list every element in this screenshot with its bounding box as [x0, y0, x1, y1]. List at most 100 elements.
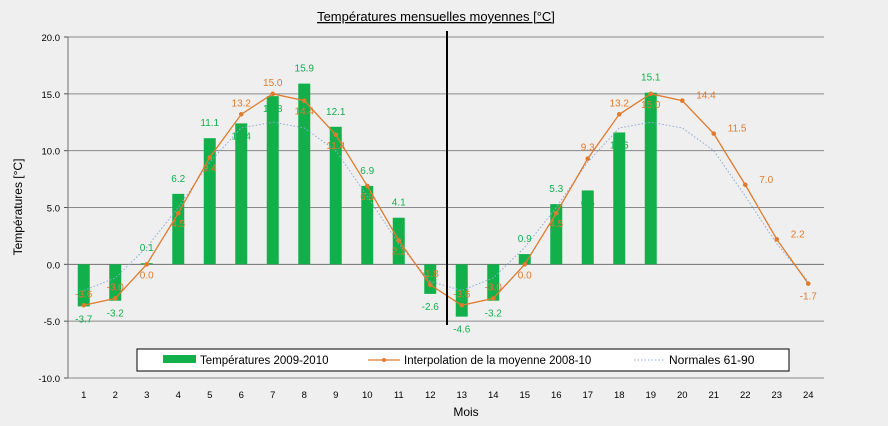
bar-value-label: 14.8 [263, 104, 283, 115]
bar [235, 123, 248, 265]
interp-point [805, 281, 811, 286]
interp-value-label: -1.8 [422, 269, 440, 280]
bar [203, 138, 216, 265]
interp-point [585, 156, 591, 161]
legend-swatch-bars [163, 355, 196, 363]
interp-point [301, 98, 307, 103]
y-tick-label: 5.0 [47, 204, 60, 215]
interp-point [427, 282, 433, 288]
x-tick-label: 21 [708, 390, 719, 401]
y-tick-label: 10.0 [42, 147, 61, 158]
x-tick-label: 19 [645, 390, 656, 401]
bar [581, 190, 594, 265]
x-tick-label: 14 [488, 390, 499, 401]
x-tick-label: 22 [740, 390, 751, 401]
x-tick-label: 11 [394, 390, 404, 401]
interp-point [742, 182, 748, 188]
bar-value-label: 11.1 [200, 118, 219, 129]
interp-point [774, 237, 780, 242]
bar-value-label: -2.6 [422, 302, 440, 313]
interp-point [490, 296, 496, 301]
interp-value-label: 11.4 [326, 141, 345, 152]
interp-value-label: 7.0 [759, 175, 773, 186]
x-tick-label: 2 [113, 390, 118, 401]
bar-value-label: 4.1 [392, 198, 406, 209]
data-labels: -3.7 -3.6 -3.2 -3.0 0.1 0.0 6.2 4.5 11.1 9.4 12.4 1… [75, 64, 817, 336]
bar-value-label: -3.2 [485, 309, 503, 320]
bar [361, 185, 374, 265]
bar-value-label: 0.9 [518, 234, 532, 245]
x-tick-label: 5 [207, 390, 212, 401]
legend-box [136, 348, 790, 372]
legend-label-bars: Températures 2009-2010 [200, 355, 329, 367]
bar-value-label: -3.7 [75, 314, 93, 325]
interp-point [175, 210, 181, 216]
legend-label-interp: Interpolation de la moyenne 2008-10 [404, 355, 591, 367]
interp-point [459, 302, 465, 308]
bar [266, 96, 279, 265]
y-tick-labels: 20.0 15.0 10.0 5.0 0.0 -5.0 -10.0 [38, 33, 60, 385]
bar-value-label: 6.5 [581, 198, 595, 209]
x-tick-label: 4 [176, 390, 181, 401]
x-tick-label: 7 [270, 390, 275, 401]
interp-value-label: 15.0 [263, 78, 283, 89]
interp-value-label: 15.0 [641, 100, 661, 111]
x-tick-labels: 1 2 3 4 5 6 7 8 9 10 11 12 13 14 15 16 17 18 19 20 21 22 23 24 [81, 390, 813, 401]
interp-point [144, 262, 150, 267]
bar-value-label: 6.2 [171, 174, 185, 185]
interp-point [648, 91, 654, 97]
interp-value-label: 9.3 [581, 143, 595, 154]
bar-value-label: 15.1 [641, 73, 661, 84]
x-tick-label: 3 [144, 390, 149, 401]
interp-point [364, 183, 370, 189]
interp-value-label: 6.9 [360, 192, 374, 203]
y-tick-label: 0.0 [47, 260, 60, 271]
y-tick-label: 15.0 [42, 90, 61, 101]
interp-point [207, 155, 213, 160]
interp-point [553, 210, 559, 216]
bar [518, 254, 531, 265]
x-tick-label: 6 [239, 390, 244, 401]
interp-point [238, 111, 244, 117]
interp-point [711, 131, 717, 136]
bar [298, 83, 311, 265]
interp-value-label: 9.4 [203, 163, 217, 174]
interp-value-label: 2.2 [791, 229, 805, 240]
bar-value-label: 6.9 [360, 166, 374, 177]
bar-value-label: 12.4 [232, 131, 252, 142]
interp-point [679, 98, 685, 103]
bar [77, 264, 90, 307]
bar [109, 264, 122, 301]
x-tick-label: 18 [614, 390, 625, 401]
bar-value-label: -4.6 [453, 325, 471, 336]
x-tick-label: 24 [803, 390, 814, 401]
interp-value-label: -3.0 [485, 282, 503, 293]
interp-value-label: 4.5 [171, 219, 185, 230]
bar-value-label: 0.1 [140, 243, 154, 254]
interp-value-label: -3.6 [453, 289, 471, 300]
y-tick-label: -10.0 [38, 374, 60, 385]
legend-label-normals: Normales 61-90 [669, 353, 755, 367]
bar [487, 264, 500, 301]
interp-value-label: -3.6 [75, 289, 93, 300]
interp-point [270, 91, 276, 97]
bar-value-label: 11.6 [610, 140, 629, 151]
x-tick-label: 23 [771, 390, 782, 401]
chart-title: Températures mensuelles moyennes [°C] [317, 9, 555, 24]
x-axis-label: Mois [453, 405, 478, 419]
interp-value-label: 14.4 [696, 91, 716, 102]
interp-point [616, 111, 622, 117]
interp-point [81, 302, 87, 308]
legend: Températures 2009-2010 Interpolation de … [136, 348, 790, 372]
interp-value-label: -1.7 [800, 292, 818, 303]
x-tick-label: 13 [456, 390, 467, 401]
bar-value-label: 15.9 [295, 64, 315, 75]
bar [329, 126, 342, 265]
x-tick-label: 16 [551, 390, 562, 401]
y-tick-label: 20.0 [42, 33, 61, 44]
x-tick-label: 12 [425, 390, 436, 401]
interp-point [112, 296, 118, 301]
y-tick-label: -5.0 [44, 317, 60, 328]
bar [644, 92, 657, 265]
